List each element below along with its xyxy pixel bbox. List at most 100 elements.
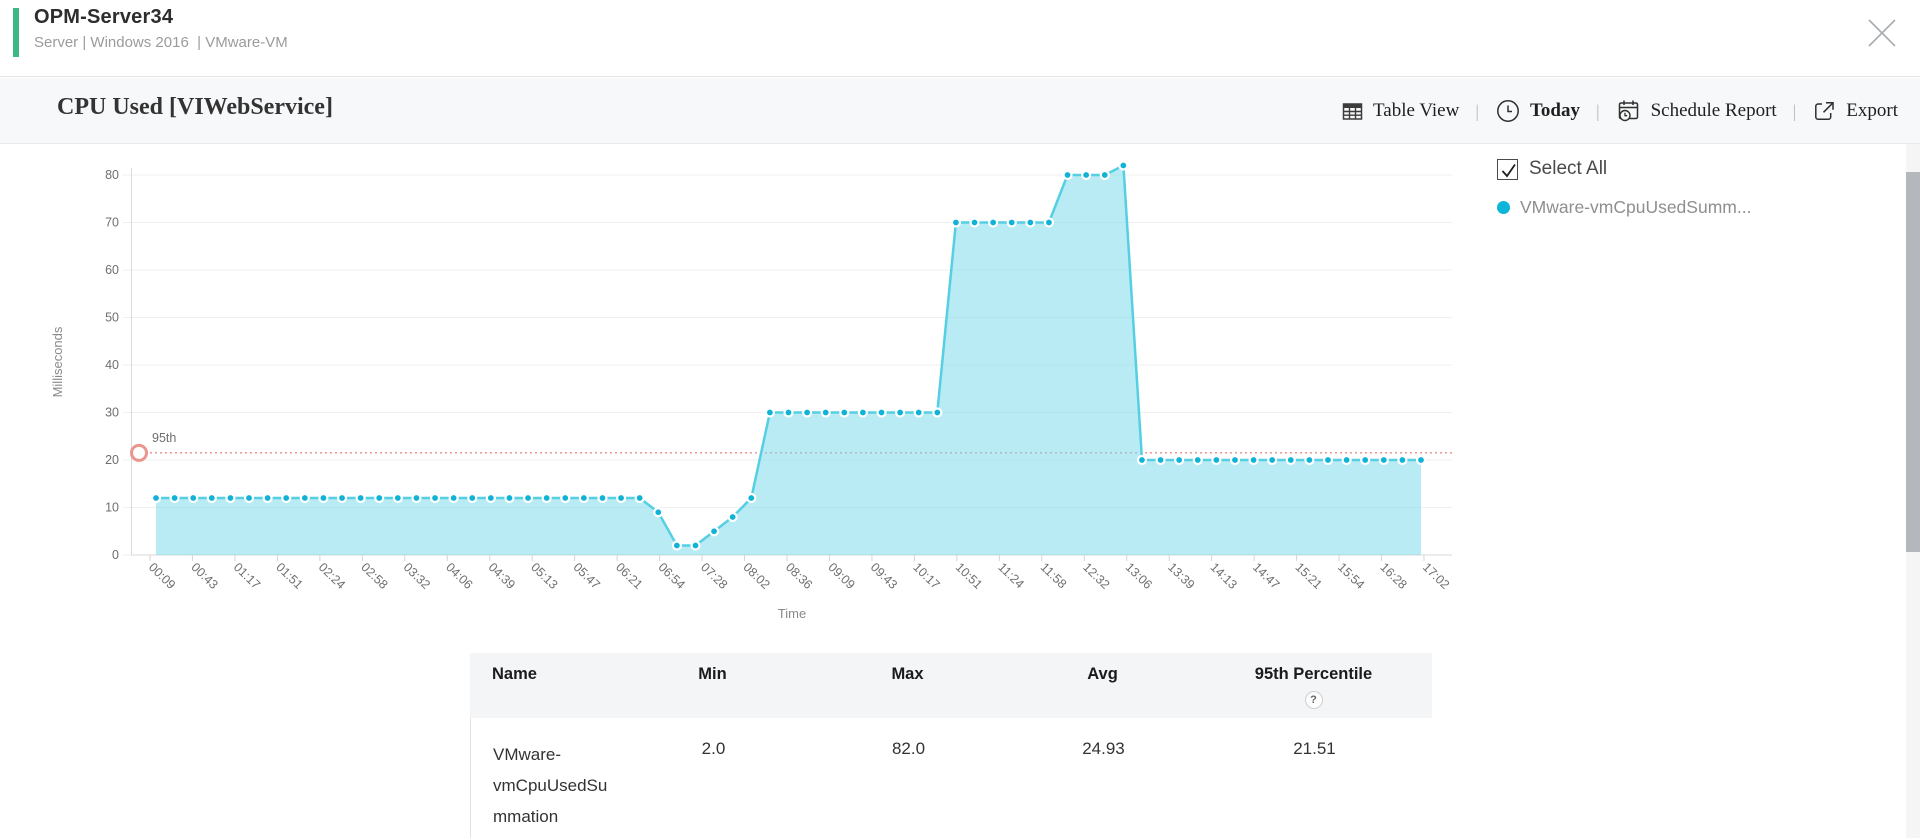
table-row: VMware-vmCpuUsedSummation 2.0 82.0 24.93…: [470, 718, 1432, 838]
column-header-name: Name: [492, 665, 537, 683]
checkmark-icon: [1501, 163, 1516, 177]
data-point: [392, 492, 403, 504]
time-period-button[interactable]: Today: [1495, 98, 1580, 124]
data-point: [355, 492, 366, 504]
data-point: [541, 492, 552, 504]
data-point: [1378, 454, 1389, 466]
x-tick-label: 09:43: [868, 560, 900, 592]
data-point: [1304, 454, 1315, 466]
data-point: [764, 407, 775, 418]
data-point: [522, 492, 534, 504]
x-tick-label: 14:13: [1208, 560, 1240, 592]
column-header-avg: Avg: [1087, 665, 1118, 683]
data-point: [1360, 454, 1371, 466]
x-tick-label: 12:32: [1080, 560, 1112, 592]
scrollbar-thumb[interactable]: [1906, 172, 1920, 552]
data-point: [1174, 454, 1185, 466]
schedule-report-label: Schedule Report: [1650, 100, 1777, 121]
time-period-label: Today: [1529, 100, 1580, 121]
x-tick-label: 05:13: [528, 560, 560, 592]
y-axis-title: Milliseconds: [50, 326, 65, 397]
data-point: [336, 492, 348, 504]
select-all-checkbox[interactable]: [1497, 158, 1518, 180]
export-icon: [1812, 99, 1837, 124]
x-tick-label: 00:43: [188, 560, 220, 592]
data-point: [597, 492, 608, 504]
data-point: [839, 407, 850, 418]
percentile-marker: [130, 443, 148, 462]
statistics-table: Name Min Max Avg 95th Percentile ? VMwar…: [470, 653, 1432, 838]
x-tick-label: 14:47: [1250, 560, 1282, 592]
data-point: [150, 492, 162, 504]
schedule-report-button[interactable]: Schedule Report: [1616, 98, 1777, 124]
y-tick-label: 50: [105, 311, 119, 325]
x-tick-label: 03:32: [401, 560, 433, 592]
data-point: [653, 507, 664, 518]
device-title: OPM-Server34: [34, 6, 174, 28]
data-point: [411, 492, 422, 504]
vertical-scrollbar[interactable]: [1906, 144, 1920, 838]
x-tick-label: 00:09: [146, 560, 178, 592]
y-tick-label: 30: [105, 406, 119, 420]
column-header-max: Max: [891, 665, 924, 683]
close-icon: [1862, 19, 1902, 56]
data-point: [1081, 169, 1092, 181]
data-point: [895, 407, 906, 418]
x-tick-label: 05:47: [571, 560, 603, 592]
data-point: [448, 492, 459, 504]
data-point: [727, 511, 738, 523]
data-point: [988, 217, 999, 228]
export-button[interactable]: Export: [1812, 99, 1898, 124]
legend-item-series[interactable]: VMware-vmCpuUsedSumm...: [1497, 197, 1897, 218]
y-tick-label: 80: [105, 168, 119, 182]
chart-legend: Select All VMware-vmCpuUsedSumm...: [1497, 158, 1897, 218]
y-tick-label: 10: [105, 501, 119, 515]
status-accent-bar: [13, 8, 19, 57]
close-button[interactable]: [1862, 12, 1902, 52]
x-tick-label: 15:54: [1335, 560, 1367, 592]
y-tick-label: 40: [105, 358, 119, 372]
data-point: [485, 492, 496, 504]
data-point: [1248, 454, 1259, 466]
data-point: [969, 217, 980, 228]
data-point: [578, 492, 589, 504]
series-color-dot: [1497, 201, 1510, 214]
data-point: [1285, 454, 1296, 466]
data-point: [1025, 217, 1036, 228]
data-point: [1006, 217, 1017, 228]
data-point: [374, 492, 385, 504]
x-tick-label: 01:17: [231, 560, 263, 592]
x-tick-label: 01:51: [273, 560, 305, 592]
data-point: [188, 492, 199, 504]
select-all-control[interactable]: Select All: [1497, 158, 1897, 180]
data-point: [708, 526, 720, 537]
data-point: [299, 492, 310, 504]
data-point: [560, 492, 571, 504]
y-tick-label: 0: [112, 548, 119, 562]
x-tick-label: 11:58: [1038, 560, 1070, 591]
data-point: [1322, 454, 1334, 466]
p95-header-label: 95th Percentile: [1254, 665, 1373, 683]
data-point: [876, 407, 887, 418]
data-point: [429, 492, 441, 504]
table-view-button[interactable]: Table View: [1341, 100, 1459, 123]
row-cell-min: 2.0: [701, 739, 726, 758]
column-header-min: Min: [698, 665, 727, 683]
percentile-label: 95th: [152, 431, 176, 445]
area-chart-svg: 0 10 20 30 40 50 60 70 80 00:09 00:43 01:17 01:51 02:…: [50, 160, 1452, 621]
data-point: [634, 492, 645, 504]
data-point: [1155, 454, 1166, 466]
x-tick-label: 13:06: [1123, 560, 1155, 592]
toolbar-separator: |: [1792, 100, 1797, 121]
data-point: [318, 492, 329, 504]
data-point: [206, 492, 217, 504]
data-point: [1229, 454, 1241, 466]
x-tick-label: 06:21: [613, 560, 645, 592]
data-point: [615, 492, 627, 504]
percentile-help-icon[interactable]: ?: [1304, 691, 1323, 709]
y-tick-label: 60: [105, 263, 119, 277]
page-title: CPU Used [VIWebService]: [57, 94, 333, 120]
series-area: [156, 165, 1421, 555]
data-point: [1211, 454, 1222, 466]
